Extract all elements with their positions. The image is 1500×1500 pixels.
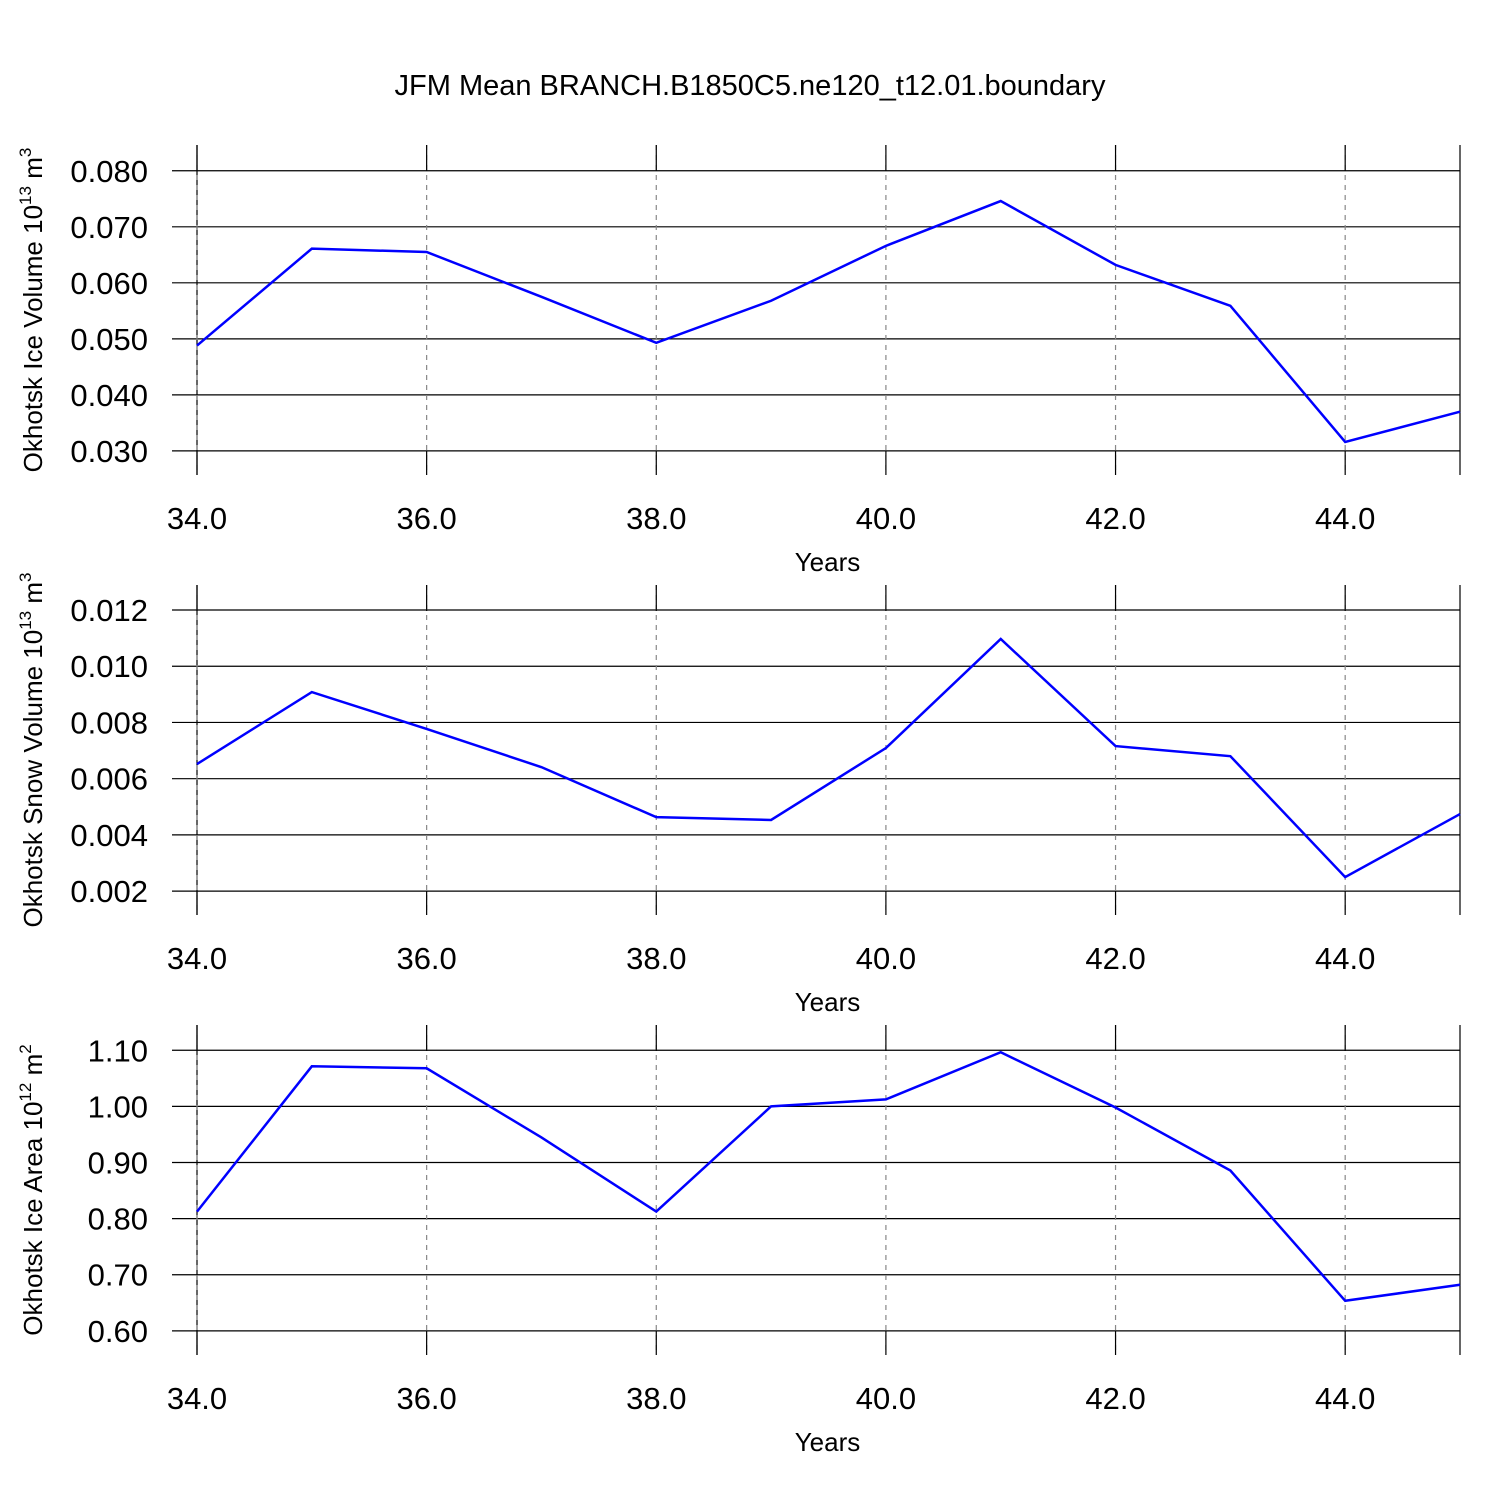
x-tick-label: 44.0 xyxy=(1315,941,1375,976)
y-axis-label: Okhotsk Ice Area 1012 m2 xyxy=(16,1044,48,1335)
y-axis-label-unit: m xyxy=(18,1054,48,1083)
y-axis-label-exp: 12 xyxy=(16,1083,35,1102)
x-tick-label: 42.0 xyxy=(1085,941,1145,976)
x-tick-label: 40.0 xyxy=(856,1381,916,1416)
y-axis-label: Okhotsk Snow Volume 1013 m3 xyxy=(16,573,48,928)
y-axis-label-unit: m xyxy=(18,157,48,186)
y-tick-label: 0.60 xyxy=(88,1314,148,1349)
x-tick-label: 36.0 xyxy=(396,1381,456,1416)
y-axis-label-unit-exp: 2 xyxy=(16,1044,35,1053)
y-axis-label-exp: 13 xyxy=(16,611,35,630)
x-tick-label: 44.0 xyxy=(1315,501,1375,536)
data-line xyxy=(196,1050,1461,1303)
y-axis-label-unit-exp: 3 xyxy=(16,573,35,582)
y-axis-label-text: Okhotsk Snow Volume 10 xyxy=(18,630,48,928)
x-tick-label: 40.0 xyxy=(856,501,916,536)
x-axis-label: Years xyxy=(795,1427,861,1457)
x-axis-label: Years xyxy=(795,547,861,577)
y-axis-label-text: Okhotsk Ice Volume 10 xyxy=(18,205,48,472)
x-tick-label: 40.0 xyxy=(856,941,916,976)
x-tick-label: 42.0 xyxy=(1085,1381,1145,1416)
y-axis-label: Okhotsk Ice Volume 1013 m3 xyxy=(16,148,48,473)
y-tick-label: 0.080 xyxy=(70,154,148,189)
y-axis-label-text: Okhotsk Ice Area 10 xyxy=(18,1102,48,1336)
y-axis-label-exp: 13 xyxy=(16,186,35,205)
y-tick-label: 0.040 xyxy=(70,378,148,413)
y-tick-label: 1.00 xyxy=(88,1089,148,1124)
y-tick-label: 0.90 xyxy=(88,1146,148,1181)
x-tick-label: 34.0 xyxy=(167,1381,227,1416)
y-axis-label-unit-exp: 3 xyxy=(16,148,35,157)
y-tick-label: 0.070 xyxy=(70,210,148,245)
y-tick-label: 0.010 xyxy=(70,649,148,684)
data-line xyxy=(196,637,1461,879)
y-tick-label: 0.008 xyxy=(70,705,148,740)
y-tick-label: 0.030 xyxy=(70,434,148,469)
data-line xyxy=(196,199,1461,444)
y-tick-label: 0.002 xyxy=(70,874,148,909)
y-tick-label: 0.012 xyxy=(70,593,148,628)
x-tick-label: 42.0 xyxy=(1085,501,1145,536)
x-tick-label: 38.0 xyxy=(626,941,686,976)
y-tick-label: 0.006 xyxy=(70,762,148,797)
x-tick-label: 38.0 xyxy=(626,501,686,536)
x-tick-label: 36.0 xyxy=(396,941,456,976)
y-tick-label: 1.10 xyxy=(88,1033,148,1068)
x-tick-label: 34.0 xyxy=(167,941,227,976)
y-tick-label: 0.80 xyxy=(88,1202,148,1237)
y-axis-label-unit: m xyxy=(18,582,48,611)
y-tick-label: 0.060 xyxy=(70,266,148,301)
y-tick-label: 0.050 xyxy=(70,322,148,357)
y-tick-label: 0.004 xyxy=(70,818,148,853)
x-tick-label: 38.0 xyxy=(626,1381,686,1416)
x-tick-label: 44.0 xyxy=(1315,1381,1375,1416)
x-tick-label: 36.0 xyxy=(396,501,456,536)
x-axis-label: Years xyxy=(795,987,861,1017)
x-tick-label: 34.0 xyxy=(167,501,227,536)
y-tick-label: 0.70 xyxy=(88,1258,148,1293)
chart-title: JFM Mean BRANCH.B1850C5.ne120_t12.01.bou… xyxy=(395,70,1106,102)
